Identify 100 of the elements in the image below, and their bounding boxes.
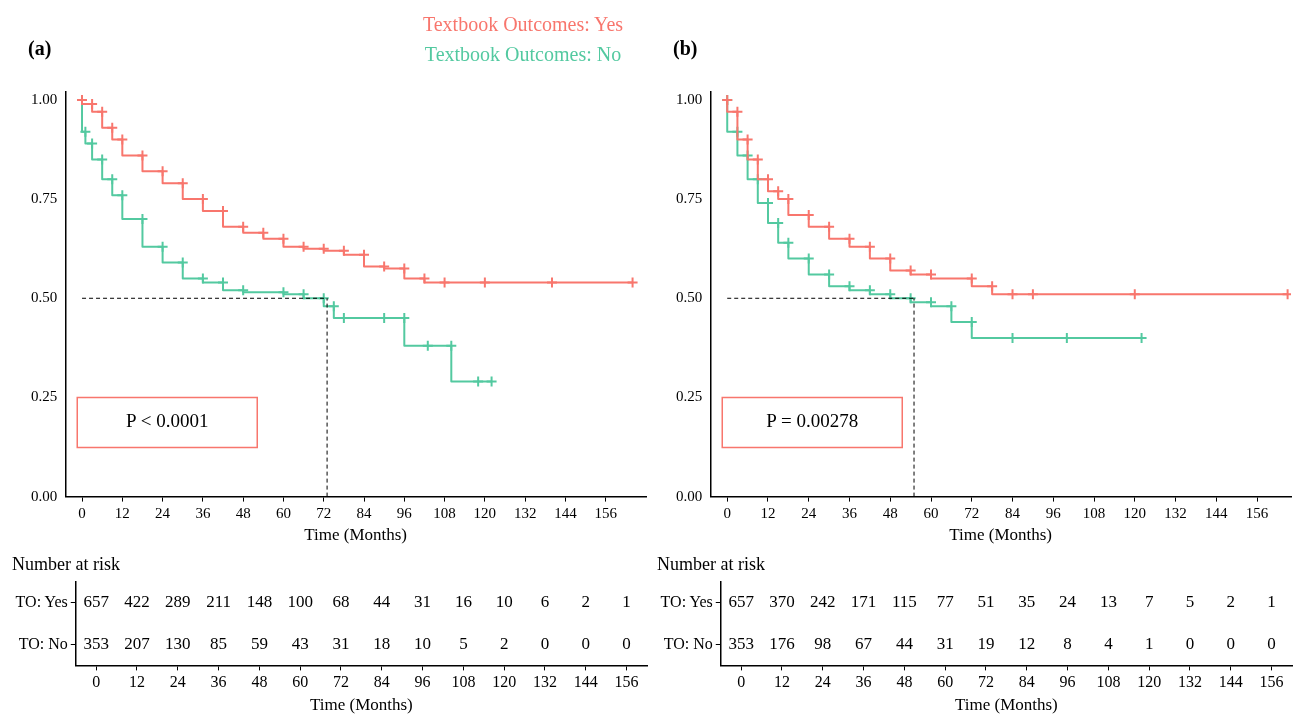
data-label: 16	[454, 592, 472, 612]
x-tick-label: 156	[594, 504, 618, 521]
x-tick-label: 0	[737, 673, 746, 691]
y-tick-label: TO: No	[663, 634, 713, 652]
text: Textbook Outcomes: Yes	[422, 13, 624, 36]
data-label: 0	[1226, 633, 1236, 653]
data-label: 1	[622, 592, 631, 612]
data-label: 44	[373, 592, 391, 612]
y-tick-label: 0.50	[31, 289, 58, 306]
data-label: 0	[540, 633, 550, 653]
data-label: 1	[1267, 592, 1276, 612]
data-label: 5	[459, 633, 468, 653]
y-tick-label: 0.00	[676, 487, 703, 504]
x-tick-label: 132	[513, 504, 537, 521]
x-tick-label: 108	[433, 504, 456, 521]
chart-title: (b)	[673, 37, 698, 61]
x-tick-label: 132	[1177, 673, 1202, 691]
x-tick-label: 132	[532, 673, 557, 691]
x-tick-label: 24	[155, 504, 171, 521]
data-label: 115	[891, 592, 917, 612]
x-tick-label: 84	[356, 504, 373, 521]
x-tick-label: 72	[964, 504, 980, 521]
data-label: 12	[1018, 633, 1036, 653]
x-tick-label: 60	[292, 673, 309, 691]
data-label: 171	[850, 592, 877, 612]
annotation: P = 0.00278	[766, 410, 859, 432]
data-label: 289	[165, 592, 191, 612]
data-label: 24	[1059, 592, 1077, 612]
x-tick-label: 96	[1045, 504, 1062, 521]
data-label: 0	[1267, 633, 1276, 653]
x-tick-label: 96	[396, 504, 413, 521]
y-tick-label: TO: No	[18, 634, 68, 652]
x-tick-label: 0	[723, 504, 731, 521]
data-label: 19	[977, 633, 995, 653]
data-label: 422	[124, 592, 150, 612]
y-tick-label: 0.00	[31, 487, 58, 504]
x-tick-label: 120	[473, 504, 497, 521]
x-tick-label: 48	[251, 673, 268, 691]
x-tick-label: 144	[1218, 673, 1243, 691]
data-label: 211	[206, 592, 232, 612]
x-tick-label: 60	[937, 673, 954, 691]
y-tick-label: 0.25	[676, 388, 703, 405]
data-label: 353	[728, 633, 754, 653]
data-label: 6	[540, 592, 550, 612]
x-tick-label: 120	[492, 673, 517, 691]
data-label: 2	[581, 592, 591, 612]
x-tick-label: 48	[882, 504, 898, 521]
data-label: 43	[291, 633, 309, 653]
data-label: 98	[814, 633, 832, 653]
x-tick-label: 144	[554, 504, 578, 521]
y-tick-label: 0.75	[676, 190, 703, 207]
chart-title: Number at risk	[657, 553, 765, 574]
y-tick-label: TO: Yes	[660, 592, 713, 610]
data-label: 68	[332, 592, 350, 612]
data-label: 13	[1099, 592, 1117, 612]
data-label: 18	[373, 633, 391, 653]
data-label: 31	[936, 633, 954, 653]
data-label: 2	[1226, 592, 1236, 612]
data-label: 35	[1018, 592, 1036, 612]
data-label: 59	[250, 633, 268, 653]
data-label: 2	[499, 633, 509, 653]
x-tick-label: 108	[1082, 504, 1106, 521]
data-label: 657	[728, 592, 755, 612]
x-tick-label: 24	[814, 673, 831, 691]
data-label: 44	[895, 633, 914, 653]
x-tick-label: 108	[451, 673, 476, 691]
data-label: 0	[581, 633, 591, 653]
x-axis-title: Time (Months)	[304, 525, 408, 545]
x-tick-label: 60	[923, 504, 939, 521]
x-tick-label: 84	[373, 673, 390, 691]
data-label: 51	[977, 592, 995, 612]
x-tick-label: 24	[169, 673, 186, 691]
x-tick-label: 156	[1259, 673, 1284, 691]
x-tick-label: 48	[896, 673, 913, 691]
x-tick-label: 108	[1096, 673, 1121, 691]
data-label: 242	[810, 592, 836, 612]
x-tick-label: 144	[1205, 504, 1229, 521]
x-tick-label: 96	[414, 673, 431, 691]
x-tick-label: 72	[977, 673, 994, 691]
data-label: 10	[495, 592, 513, 612]
y-tick-label: TO: Yes	[15, 592, 68, 610]
x-tick-label: 36	[210, 673, 227, 691]
x-tick-label: 84	[1018, 673, 1035, 691]
x-tick-label: 48	[235, 504, 251, 521]
x-tick-label: 12	[760, 504, 776, 521]
data-label: 0	[622, 633, 631, 653]
chart-title: Number at risk	[12, 553, 120, 574]
data-label: 5	[1185, 592, 1195, 612]
x-tick-label: 36	[855, 673, 872, 691]
x-tick-label: 156	[1245, 504, 1269, 521]
data-label: 31	[414, 592, 432, 612]
x-tick-label: 120	[1137, 673, 1162, 691]
x-tick-label: 72	[316, 504, 332, 521]
x-tick-label: 24	[801, 504, 817, 521]
x-tick-label: 156	[614, 673, 639, 691]
data-label: 7	[1144, 592, 1154, 612]
data-label: 67	[855, 633, 873, 653]
text: Textbook Outcomes: No	[424, 43, 622, 66]
data-label: 85	[210, 633, 228, 653]
data-label: 4	[1104, 633, 1114, 653]
